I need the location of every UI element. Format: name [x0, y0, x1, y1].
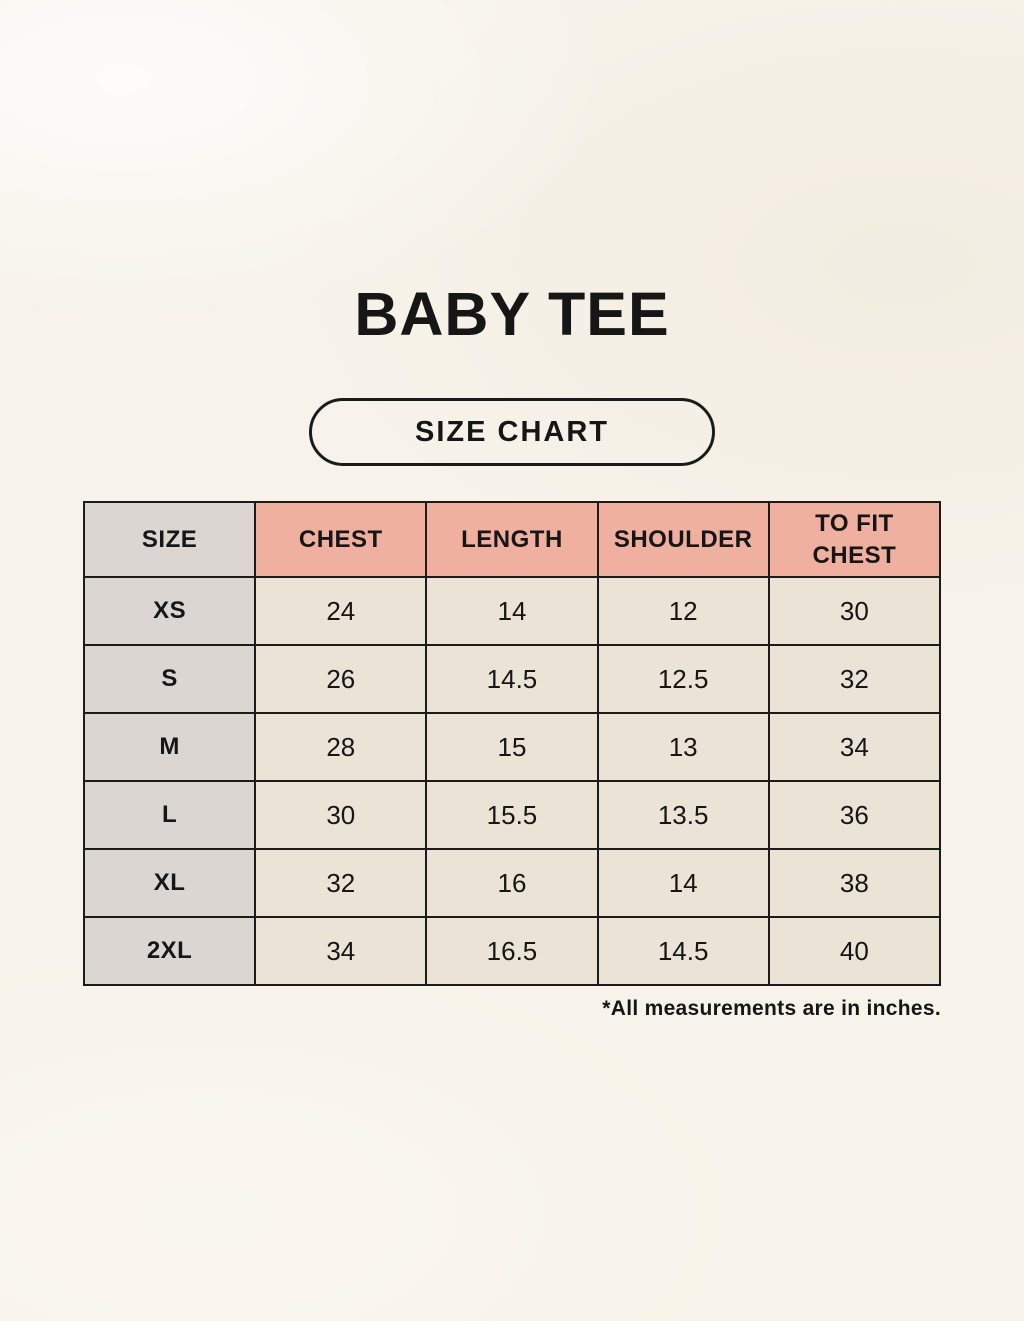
to-fit-chest-value: 38 [767, 848, 942, 918]
page-title: BABY TEE [354, 280, 670, 348]
size-label: XS [82, 576, 257, 646]
length-value: 15.5 [425, 780, 599, 850]
size-label: S [82, 644, 257, 714]
length-value: 16 [425, 848, 599, 918]
to-fit-chest-value: 36 [767, 780, 942, 850]
size-label: 2XL [82, 916, 257, 986]
chest-value: 30 [254, 780, 428, 850]
table-row-l: L 30 15.5 13.5 36 [82, 780, 942, 850]
chest-value: 32 [254, 848, 428, 918]
table-row-2xl: 2XL 34 16.5 14.5 40 [82, 916, 942, 986]
size-chart-table: SIZE CHEST LENGTH SHOULDER TO FIT CHEST … [82, 501, 942, 986]
size-chart-table-wrap: SIZE CHEST LENGTH SHOULDER TO FIT CHEST … [82, 501, 942, 1021]
chest-value: 28 [254, 712, 428, 782]
length-value: 14 [425, 576, 599, 646]
size-chart-pill: SIZE CHART [309, 398, 715, 466]
size-label: L [82, 780, 257, 850]
measurements-footnote: *All measurements are in inches. [602, 997, 941, 1020]
chest-value: 34 [254, 916, 428, 986]
table-row-m: M 28 15 13 34 [82, 712, 942, 782]
size-chart-pill-label: SIZE CHART [415, 415, 609, 448]
table-row-s: S 26 14.5 12.5 32 [82, 644, 942, 714]
column-header-size: SIZE [82, 501, 257, 578]
table-header-row: SIZE CHEST LENGTH SHOULDER TO FIT CHEST [82, 501, 942, 578]
to-fit-chest-value: 30 [767, 576, 942, 646]
column-header-length: LENGTH [425, 501, 599, 578]
table-row-xs: XS 24 14 12 30 [82, 576, 942, 646]
column-header-shoulder: SHOULDER [596, 501, 770, 578]
size-label: XL [82, 848, 257, 918]
column-header-to-fit-chest: TO FIT CHEST [767, 501, 942, 578]
length-value: 16.5 [425, 916, 599, 986]
shoulder-value: 14.5 [596, 916, 770, 986]
shoulder-value: 12.5 [596, 644, 770, 714]
length-value: 15 [425, 712, 599, 782]
to-fit-chest-value: 34 [767, 712, 942, 782]
size-label: M [82, 712, 257, 782]
column-header-chest: CHEST [254, 501, 428, 578]
length-value: 14.5 [425, 644, 599, 714]
shoulder-value: 13.5 [596, 780, 770, 850]
to-fit-chest-value: 32 [767, 644, 942, 714]
chest-value: 24 [254, 576, 428, 646]
to-fit-chest-value: 40 [767, 916, 942, 986]
table-row-xl: XL 32 16 14 38 [82, 848, 942, 918]
shoulder-value: 14 [596, 848, 770, 918]
chest-value: 26 [254, 644, 428, 714]
shoulder-value: 12 [596, 576, 770, 646]
shoulder-value: 13 [596, 712, 770, 782]
